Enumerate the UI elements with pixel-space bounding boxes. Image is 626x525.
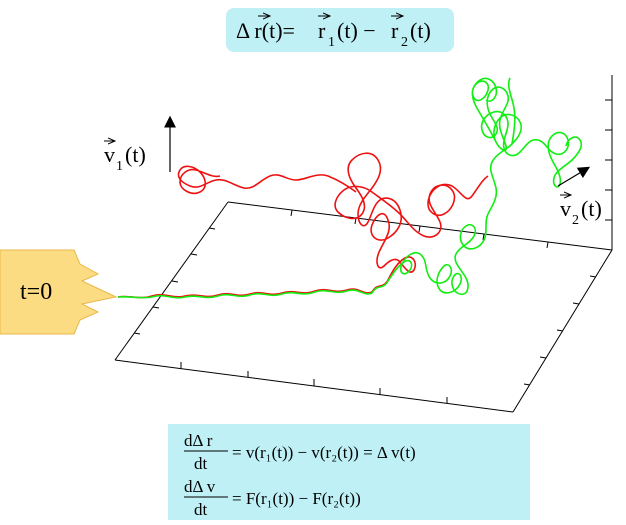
top-formula-tail: (t) — [410, 18, 431, 43]
eq2-numerator: dΔ v — [184, 477, 216, 496]
top-formula-r2: r — [391, 18, 399, 43]
v1-label: v 1 (t) — [104, 141, 146, 174]
equation-1: dΔ r dt = v(r₁(t)) − v(r₂(t)) = Δ v(t) — [184, 431, 416, 473]
t0-label: t=0 — [20, 279, 52, 305]
axes-3d — [114, 75, 613, 413]
top-formula-r1: r — [318, 18, 326, 43]
v2-arrow — [557, 166, 591, 187]
top-formula-sub2: 2 — [401, 35, 408, 50]
v1-symbol: v — [104, 142, 115, 167]
right-edge-ticks — [523, 275, 597, 386]
v2-label: v 2 (t) — [560, 195, 602, 228]
eq2-denominator: dt — [194, 500, 208, 519]
eq1-denominator: dt — [194, 454, 208, 473]
left-edge-ticks — [133, 227, 216, 335]
v2-symbol: v — [560, 196, 571, 221]
top-formula: Δ r(t)= r 1 (t) − r 2 (t) — [236, 18, 431, 50]
eq2-rhs: = F(r₁(t)) − F(r₂(t)) — [232, 489, 361, 508]
trajectory-1 — [117, 152, 489, 299]
v2-tail: (t) — [581, 196, 602, 221]
v1-sub: 1 — [116, 159, 123, 174]
top-formula-sub1: 1 — [328, 35, 335, 50]
eq1-numerator: dΔ r — [184, 431, 213, 450]
top-formula-lhs: Δ r(t)= — [236, 18, 295, 43]
eq1-rhs: = v(r₁(t)) − v(r₂(t)) = Δ v(t) — [232, 443, 416, 462]
t0-starburst — [0, 249, 118, 335]
trajectory-2 — [117, 77, 583, 299]
back-edge-ticks — [290, 209, 549, 249]
floor-left-edge — [114, 201, 229, 361]
equation-2: dΔ v dt = F(r₁(t)) − F(r₂(t)) — [184, 477, 361, 519]
front-edge-ticks — [180, 362, 448, 404]
bottom-equations-box — [168, 424, 530, 520]
v1-tail: (t) — [125, 142, 146, 167]
v2-sub: 2 — [572, 213, 579, 228]
vertical-axis-ticks — [605, 99, 612, 221]
top-formula-mid: (t) − — [337, 18, 376, 43]
